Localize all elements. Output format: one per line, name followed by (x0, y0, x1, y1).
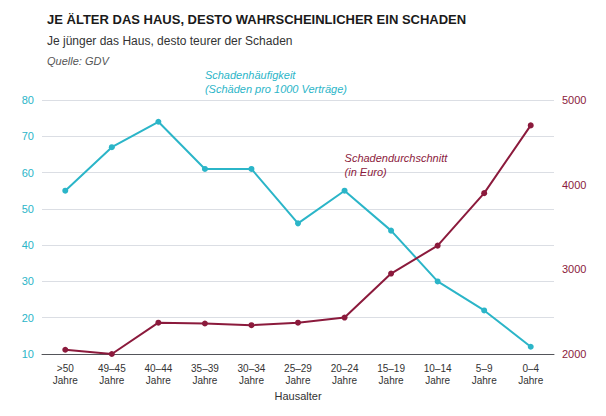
svg-text:Jahre: Jahre (332, 375, 357, 386)
svg-text:(in Euro): (in Euro) (345, 166, 388, 178)
svg-text:Jahre: Jahre (99, 375, 124, 386)
svg-text:20–24: 20–24 (331, 363, 359, 374)
svg-text:Jahre: Jahre (518, 375, 543, 386)
svg-text:0–4: 0–4 (522, 363, 539, 374)
svg-text:30–34: 30–34 (238, 363, 266, 374)
svg-text:40: 40 (22, 239, 34, 251)
svg-text:Je jünger das Haus, desto teur: Je jünger das Haus, desto teurer der Sch… (47, 34, 292, 48)
svg-text:Quelle: GDV: Quelle: GDV (47, 55, 110, 67)
svg-text:>50: >50 (57, 363, 74, 374)
svg-text:(Schäden pro 1000 Verträge): (Schäden pro 1000 Verträge) (205, 83, 347, 95)
svg-text:35–39: 35–39 (191, 363, 219, 374)
svg-text:Jahre: Jahre (53, 375, 78, 386)
svg-text:Jahre: Jahre (285, 375, 310, 386)
svg-text:10–14: 10–14 (424, 363, 452, 374)
svg-text:40–44: 40–44 (144, 363, 172, 374)
svg-text:2000: 2000 (562, 348, 586, 360)
svg-text:10: 10 (22, 348, 34, 360)
svg-text:Jahre: Jahre (379, 375, 404, 386)
svg-text:Jahre: Jahre (472, 375, 497, 386)
svg-text:Hausalter: Hausalter (274, 390, 321, 402)
svg-text:20: 20 (22, 312, 34, 324)
svg-text:3000: 3000 (562, 263, 586, 275)
svg-text:5–9: 5–9 (476, 363, 493, 374)
svg-text:Schadendurchschnitt: Schadendurchschnitt (345, 152, 449, 164)
svg-text:70: 70 (22, 130, 34, 142)
svg-text:Jahre: Jahre (425, 375, 450, 386)
svg-text:30: 30 (22, 275, 34, 287)
svg-text:80: 80 (22, 94, 34, 106)
svg-text:Jahre: Jahre (146, 375, 171, 386)
svg-text:25–29: 25–29 (284, 363, 312, 374)
svg-text:Jahre: Jahre (192, 375, 217, 386)
svg-text:60: 60 (22, 167, 34, 179)
svg-text:15–19: 15–19 (377, 363, 405, 374)
svg-text:50: 50 (22, 203, 34, 215)
svg-text:Schadenhäufigkeit: Schadenhäufigkeit (205, 69, 296, 81)
svg-text:49–45: 49–45 (98, 363, 126, 374)
svg-text:5000: 5000 (562, 94, 586, 106)
svg-text:4000: 4000 (562, 179, 586, 191)
svg-text:JE ÄLTER DAS HAUS, DESTO WAHRS: JE ÄLTER DAS HAUS, DESTO WAHRSCHEINLICHE… (47, 12, 466, 27)
svg-text:Jahre: Jahre (239, 375, 264, 386)
